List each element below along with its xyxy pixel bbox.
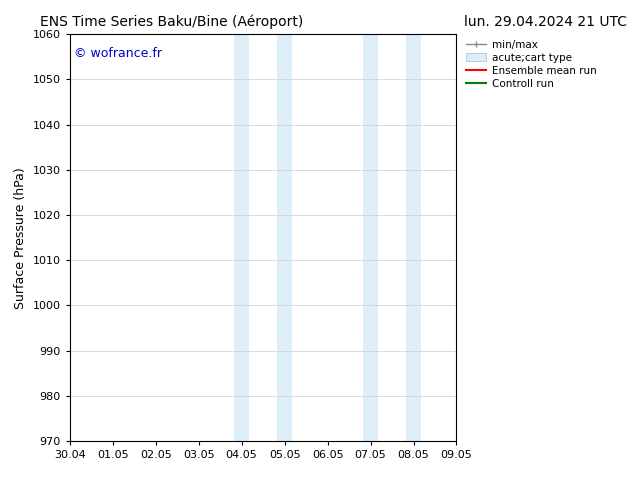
Text: lun. 29.04.2024 21 UTC: lun. 29.04.2024 21 UTC <box>463 15 627 29</box>
Bar <box>277 34 292 441</box>
Bar <box>235 34 249 441</box>
Y-axis label: Surface Pressure (hPa): Surface Pressure (hPa) <box>14 167 27 309</box>
Bar <box>363 34 378 441</box>
Text: © wofrance.fr: © wofrance.fr <box>74 47 162 59</box>
Bar <box>406 34 421 441</box>
Legend: min/max, acute;cart type, Ensemble mean run, Controll run: min/max, acute;cart type, Ensemble mean … <box>465 40 597 89</box>
Text: ENS Time Series Baku/Bine (Aéroport): ENS Time Series Baku/Bine (Aéroport) <box>39 15 303 29</box>
